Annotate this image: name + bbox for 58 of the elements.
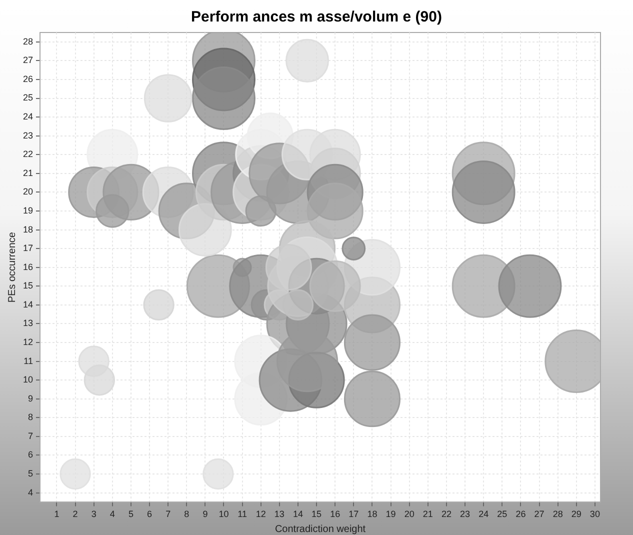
x-tick-label: 2 (72, 509, 78, 520)
y-tick-label: 23 (22, 130, 34, 140)
x-tick-label: 21 (422, 509, 433, 520)
y-tick-label: 25 (22, 92, 34, 103)
y-tick-label: 18 (22, 224, 34, 234)
x-tick-label: 15 (312, 509, 322, 520)
y-tick-label: 6 (28, 450, 34, 460)
x-tick-label: 12 (256, 509, 266, 520)
x-tick-label: 5 (128, 509, 134, 520)
x-tick-label: 9 (202, 509, 208, 520)
y-tick-label: 7 (28, 430, 34, 441)
y-tick-label: 17 (22, 243, 34, 254)
x-tick-label: 24 (478, 509, 489, 520)
x-tick-label: 8 (184, 509, 190, 520)
x-tick-label: 14 (292, 509, 303, 520)
x-tick-label: 10 (218, 509, 229, 520)
x-tick-label: 17 (348, 509, 359, 520)
y-tick-label: 12 (22, 336, 34, 347)
x-tick-label: 20 (404, 509, 414, 520)
x-axis-title: Contradiction weight (274, 524, 366, 535)
y-tick-label: 13 (22, 318, 34, 328)
x-tick-label: 25 (497, 509, 508, 520)
y-tick-label: 24 (22, 112, 34, 122)
x-tick-label: 28 (552, 509, 563, 520)
y-tick-label: 8 (28, 412, 34, 422)
y-tick-label: 5 (28, 468, 34, 478)
x-tick-label: 11 (238, 509, 247, 520)
y-tick-label: 9 (28, 393, 34, 404)
x-tick-label: 29 (571, 509, 582, 520)
y-tick-label: 19 (22, 205, 34, 216)
x-tick-label: 16 (330, 509, 340, 520)
y-axis-title: PEs occurrence (6, 232, 18, 303)
x-tick-label: 23 (460, 509, 470, 520)
y-tick-label: 26 (22, 74, 34, 84)
x-tick-label: 18 (367, 509, 378, 520)
y-tick-label: 22 (22, 149, 34, 160)
y-tick-label: 20 (22, 186, 34, 197)
y-tick-label: 16 (22, 262, 34, 272)
y-tick-label: 14 (22, 299, 34, 310)
y-tick-label: 4 (28, 487, 34, 498)
x-tick-label: 26 (516, 509, 526, 520)
x-tick-label: 19 (386, 509, 396, 520)
x-tick-label: 6 (147, 509, 152, 520)
y-tick-label: 21 (22, 168, 34, 178)
y-tick-label: 11 (24, 356, 34, 366)
x-tick-label: 30 (590, 509, 600, 520)
x-tick-label: 22 (441, 509, 452, 520)
y-tick-label: 28 (22, 36, 34, 46)
chart-title: Perform ances m asse/volum e (90) (191, 8, 442, 26)
y-tick-label: 10 (22, 374, 34, 385)
x-tick-label: 27 (534, 509, 544, 520)
x-tick-label: 4 (110, 509, 115, 520)
x-tick-label: 3 (91, 509, 96, 520)
y-tick-label: 27 (22, 55, 34, 66)
x-tick-label: 1 (54, 509, 60, 520)
x-tick-label: 13 (274, 509, 284, 520)
x-tick-label: 7 (166, 509, 171, 520)
y-tick-label: 15 (22, 280, 34, 291)
